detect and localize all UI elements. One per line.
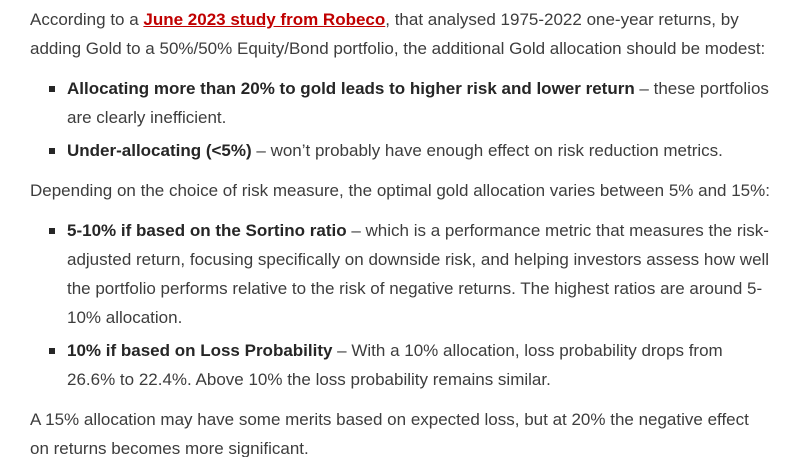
bullet-icon	[49, 148, 55, 154]
list-item-rest: – these portfolios are clearly inefficie…	[67, 79, 769, 127]
risk-measure-paragraph: Depending on the choice of risk measure,…	[30, 181, 770, 200]
list-item-sortino-ratio: 5-10% if based on the Sortino ratio – wh…	[49, 216, 772, 332]
bullet-icon	[49, 348, 55, 354]
list-item-loss-probability: 10% if based on Loss Probability – With …	[49, 336, 772, 394]
list-item-bold: 10% if based on Loss Probability	[67, 341, 333, 360]
bullet-icon	[49, 86, 55, 92]
bullet-icon	[49, 228, 55, 234]
list-item-bold: 5-10% if based on the Sortino ratio	[67, 221, 347, 240]
intro-paragraph: According to a June 2023 study from Robe…	[30, 5, 772, 63]
intro-prefix: According to a	[30, 10, 144, 29]
list-item-bold: Under-allocating (<5%)	[67, 141, 252, 160]
list-item-rest: – With a 10% allocation, loss probabilit…	[67, 341, 723, 389]
allocation-risk-list: Allocating more than 20% to gold leads t…	[30, 74, 772, 165]
list-item-rest: – won’t probably have enough effect on r…	[251, 141, 723, 160]
intro-suffix: , that analysed 1975-2022 one-year retur…	[30, 10, 766, 58]
list-item-under-allocating: Under-allocating (<5%) – won’t probably …	[49, 136, 772, 165]
closing-paragraph: A 15% allocation may have some merits ba…	[30, 410, 749, 457]
optimal-allocation-list: 5-10% if based on the Sortino ratio – wh…	[30, 216, 772, 394]
list-item-bold: Allocating more than 20% to gold leads t…	[67, 79, 635, 98]
list-item-rest: – which is a performance metric that mea…	[67, 221, 770, 327]
robeco-study-link[interactable]: June 2023 study from Robeco	[143, 10, 386, 29]
list-item-over-allocating: Allocating more than 20% to gold leads t…	[49, 74, 772, 132]
